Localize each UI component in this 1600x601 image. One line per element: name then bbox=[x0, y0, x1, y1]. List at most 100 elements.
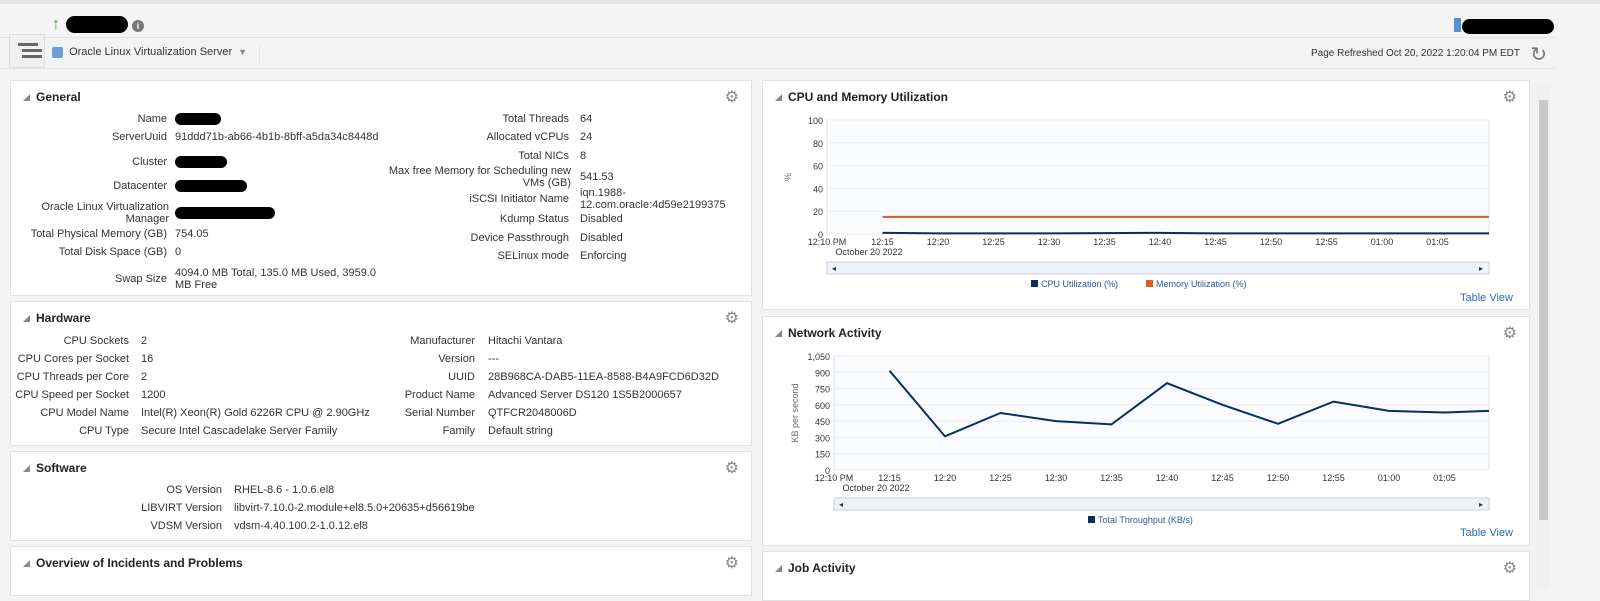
gear-icon[interactable]: ⚙ bbox=[724, 310, 739, 327]
x-tick-label: 12:50 bbox=[1260, 237, 1283, 247]
field-value: 0 bbox=[175, 246, 182, 258]
legend-label: Memory Utilization (%) bbox=[1156, 279, 1247, 289]
y-tick-label: 40 bbox=[813, 184, 823, 194]
panel-title[interactable]: Hardware bbox=[23, 311, 91, 325]
field-value: Disabled bbox=[580, 213, 623, 225]
field-value: 2 bbox=[141, 371, 148, 383]
field-label: CPU Sockets bbox=[63, 335, 129, 347]
legend-swatch bbox=[1088, 516, 1095, 523]
target-menu[interactable]: Oracle Linux Virtualization Server ▼ bbox=[52, 46, 261, 64]
scroll-right-icon: ▸ bbox=[1479, 500, 1483, 509]
incidents-panel: Overview of Incidents and Problems ⚙ bbox=[10, 546, 752, 596]
field-value: 8 bbox=[580, 150, 587, 162]
legend-label: CPU Utilization (%) bbox=[1041, 279, 1118, 289]
y-tick-label: 150 bbox=[815, 450, 830, 460]
field-value: 1200 bbox=[141, 389, 166, 401]
field-label: LIBVIRT Version bbox=[141, 502, 222, 514]
field-value: QTFCR2048006D bbox=[488, 407, 577, 419]
scroll-right-icon: ▸ bbox=[1479, 264, 1483, 273]
panel-title[interactable]: Job Activity bbox=[775, 561, 856, 575]
gear-icon[interactable]: ⚙ bbox=[724, 460, 739, 477]
field-label: Total Disk Space (GB) bbox=[58, 246, 167, 258]
cpu-memory-panel: CPU and Memory Utilization ⚙ 100 80 60 40 20… bbox=[762, 80, 1530, 310]
x-tick-label: 12:35 bbox=[1093, 237, 1116, 247]
field-value: Default string bbox=[488, 425, 553, 437]
field-value: Intel(R) Xeon(R) Gold 6226R CPU @ 2.90GH… bbox=[141, 407, 370, 419]
panel-title[interactable]: CPU and Memory Utilization bbox=[775, 90, 948, 104]
redacted-target-name bbox=[66, 16, 128, 33]
top-bar: ↑ i bbox=[0, 0, 1600, 37]
field-label: Datacenter bbox=[113, 180, 167, 192]
x-tick-label: 12:15 bbox=[878, 473, 901, 483]
field-label: OS Version bbox=[166, 484, 222, 496]
y-tick-label: 80 bbox=[813, 139, 823, 149]
x-tick-label: 01:05 bbox=[1426, 237, 1449, 247]
scrollbar-thumb[interactable] bbox=[1539, 100, 1548, 520]
field-value: 91ddd71b-ab66-4b1b-8bff-a5da34c8448d bbox=[175, 131, 379, 143]
x-tick-label: 12:15 bbox=[871, 237, 894, 247]
gear-icon[interactable]: ⚙ bbox=[1502, 325, 1517, 342]
field-value: 28B968CA-DAB5-11EA-8588-B4A9FCD6D32D bbox=[488, 371, 719, 383]
hardware-panel: Hardware ⚙ CPU Sockets 2 CPU Cores per Soc… bbox=[10, 301, 752, 446]
panel-title[interactable]: Network Activity bbox=[775, 326, 882, 340]
x-tick-label: 01:00 bbox=[1371, 237, 1394, 247]
field-value: 2 bbox=[141, 335, 148, 347]
gear-icon[interactable]: ⚙ bbox=[1502, 89, 1517, 106]
y-tick-label: 750 bbox=[815, 385, 830, 395]
chart-range-scrollbar bbox=[826, 261, 1490, 275]
navigation-menu-button[interactable] bbox=[9, 34, 45, 68]
refresh-icon[interactable]: ↻ bbox=[1530, 44, 1547, 66]
status-up-icon: ↑ bbox=[52, 16, 60, 33]
field-value: vdsm-4.40.100.2-1.0.12.el8 bbox=[234, 520, 368, 532]
host-icon bbox=[1454, 18, 1461, 32]
panel-title[interactable]: Software bbox=[23, 461, 87, 475]
gear-icon[interactable]: ⚙ bbox=[724, 555, 739, 572]
software-panel: Software ⚙ OS Version RHEL-8.6 - 1.0.6.el… bbox=[10, 451, 752, 541]
y-axis-label: KB per second bbox=[790, 383, 800, 442]
job-activity-panel: Job Activity ⚙ bbox=[762, 551, 1530, 601]
gear-icon[interactable]: ⚙ bbox=[724, 89, 739, 106]
field-label: ServerUuid bbox=[111, 131, 167, 143]
panel-title[interactable]: General bbox=[23, 90, 81, 104]
x-tick-label: 12:20 bbox=[934, 473, 957, 483]
page-refreshed-text: Page Refreshed Oct 20, 2022 1:20:04 PM E… bbox=[1310, 48, 1520, 59]
table-view-link[interactable]: Table View bbox=[1460, 527, 1513, 539]
field-value: Advanced Server DS120 1S5B2000657 bbox=[488, 389, 682, 401]
toolbar: Oracle Linux Virtualization Server ▼ Pag… bbox=[0, 34, 1555, 69]
field-label: Total Threads bbox=[502, 113, 569, 125]
gear-icon[interactable]: ⚙ bbox=[1502, 560, 1517, 577]
y-tick-label: 20 bbox=[813, 207, 823, 217]
vertical-scrollbar[interactable] bbox=[1537, 86, 1550, 590]
y-tick-label: 1,050 bbox=[807, 352, 830, 362]
table-view-link[interactable]: Table View bbox=[1460, 292, 1513, 304]
field-value: 16 bbox=[141, 353, 154, 365]
redacted-value bbox=[175, 207, 275, 219]
field-label: Version bbox=[438, 353, 475, 365]
field-label: Kdump Status bbox=[499, 213, 569, 225]
field-label: CPU Cores per Socket bbox=[17, 353, 129, 365]
panel-title[interactable]: Overview of Incidents and Problems bbox=[23, 556, 243, 570]
x-axis-date: October 20 2022 bbox=[835, 247, 902, 257]
x-tick-label: 12:40 bbox=[1149, 237, 1172, 247]
x-tick-label: 01:05 bbox=[1433, 473, 1456, 483]
x-tick-label: 12:35 bbox=[1100, 473, 1123, 483]
field-value: 64 bbox=[580, 113, 593, 125]
x-axis-date: October 20 2022 bbox=[842, 483, 909, 493]
general-panel: General ⚙ Name ServerUuid 91ddd71b-ab66-4b… bbox=[10, 80, 752, 296]
field-value: Enforcing bbox=[580, 250, 627, 262]
y-tick-label: 450 bbox=[815, 417, 830, 427]
x-tick-label: 12:30 bbox=[1045, 473, 1068, 483]
network-activity-chart: 1,050 900 750 600 450 300 150 0 KB per second 12:… bbox=[790, 352, 1490, 525]
field-label: Manufacturer bbox=[410, 335, 475, 347]
redacted-value bbox=[175, 113, 221, 125]
field-value: 754.05 bbox=[175, 228, 209, 240]
field-value: RHEL-8.6 - 1.0.6.el8 bbox=[234, 484, 335, 496]
field-value: libvirt-7.10.0-2.module+el8.5.0+20635+d5… bbox=[234, 502, 475, 514]
legend-swatch bbox=[1146, 280, 1153, 287]
plot-area bbox=[833, 355, 1490, 471]
field-label: Device Passthrough bbox=[470, 232, 569, 244]
x-tick-label: 12:10 PM bbox=[808, 237, 847, 247]
y-axis-label: % bbox=[783, 173, 793, 181]
info-icon[interactable]: i bbox=[132, 20, 144, 32]
field-label: VDSM Version bbox=[150, 520, 222, 532]
